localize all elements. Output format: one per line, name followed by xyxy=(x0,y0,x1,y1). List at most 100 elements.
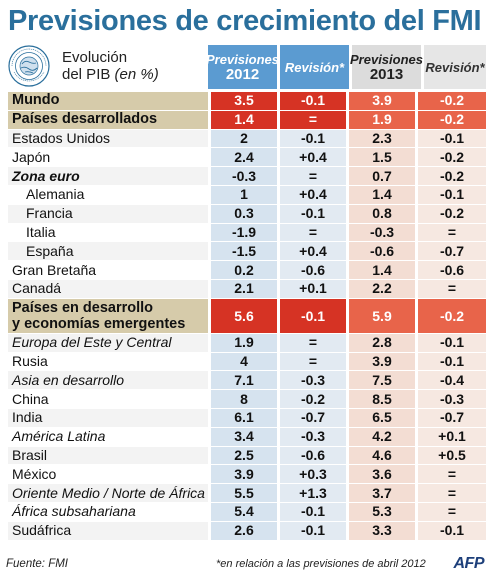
col-header-revision-2012: Revisión* xyxy=(280,45,349,89)
cell-revision-2012: -0.1 xyxy=(277,129,346,148)
cell-revision-2012: -0.3 xyxy=(277,427,346,446)
cell-revision-2013: -0.7 xyxy=(415,242,486,261)
table-row-sudafrica: Sudáfrica 2.6 -0.1 3.3 -0.1 xyxy=(8,521,486,540)
cell-revision-2013: = xyxy=(415,223,486,242)
row-label: Rusia xyxy=(12,352,48,369)
col-header-prev-2013-label: Previsiones xyxy=(350,52,423,67)
cell-prev-2012: 4 xyxy=(208,352,277,371)
cell-prev-2013: 3.9 xyxy=(346,92,415,110)
table-header: Evolución del PIB (en %) Previsiones 2012… xyxy=(4,43,486,89)
chart-subtitle: Evolución del PIB (en %) xyxy=(62,49,212,83)
cell-prev-2012: 5.5 xyxy=(208,484,277,502)
cell-prev-2012: 1.9 xyxy=(208,333,277,352)
row-label: Sudáfrica xyxy=(8,521,208,540)
table-row-africa-subsahariana: África subsahariana 5.4 -0.1 5.3 = xyxy=(8,502,486,521)
cell-revision-2013: -0.1 xyxy=(415,129,486,148)
forecast-table: Mundo 3.5 -0.1 3.9 -0.2 Países desarroll… xyxy=(8,91,486,541)
cell-prev-2013: 3.6 xyxy=(346,465,415,484)
row-label: España xyxy=(8,242,208,261)
cell-prev-2012: 5.4 xyxy=(208,502,277,521)
row-label: Estados Unidos xyxy=(8,129,208,148)
table-row-rusia: Rusia 4 = 3.9 -0.1 xyxy=(8,352,486,371)
cell-revision-2013: +0.5 xyxy=(415,446,486,465)
cell-revision-2013: -0.2 xyxy=(415,148,486,167)
table-row-espana: España -1.5 +0.4 -0.6 -0.7 xyxy=(8,242,486,261)
cell-prev-2012: 2.5 xyxy=(208,446,277,465)
cell-revision-2012: -0.1 xyxy=(277,92,346,110)
row-label: Países desarrollados xyxy=(8,110,208,129)
table-row-america-latina: América Latina 3.4 -0.3 4.2 +0.1 xyxy=(8,427,486,446)
cell-revision-2012: = xyxy=(277,167,346,185)
cell-prev-2012: 2.4 xyxy=(208,148,277,167)
cell-prev-2012: 3.9 xyxy=(208,465,277,484)
table-row-paises-en-desarrollo: Países en desarrollo y economías emergen… xyxy=(8,298,486,333)
cell-revision-2012: +0.4 xyxy=(277,185,346,204)
cell-revision-2013: -0.1 xyxy=(415,333,486,352)
cell-revision-2013: -0.6 xyxy=(415,261,486,279)
subtitle-line-2: del PIB xyxy=(62,66,111,83)
table-row-gran-bretana: Gran Bretaña 0.2 -0.6 1.4 -0.6 xyxy=(8,261,486,279)
col-header-revision-2012-label: Revisión* xyxy=(284,59,345,75)
row-label: China xyxy=(12,390,49,407)
cell-prev-2012: 2.6 xyxy=(208,521,277,540)
footer: Fuente: FMI *en relación a las prevision… xyxy=(6,555,486,576)
afp-logo: AFP xyxy=(454,555,485,573)
cell-revision-2013: -0.2 xyxy=(415,92,486,110)
row-label-line-2: y economías emergentes xyxy=(12,315,186,332)
cell-revision-2012: -0.1 xyxy=(277,298,346,333)
cell-revision-2013: -0.2 xyxy=(415,204,486,223)
col-header-prev-2013-year: 2013 xyxy=(369,66,404,83)
cell-prev-2012: 7.1 xyxy=(208,371,277,390)
row-label-line-1: Países en desarrollo xyxy=(12,299,154,316)
footnote: *en relación a las previsiones de abril … xyxy=(216,558,426,570)
cell-prev-2012: 1 xyxy=(208,185,277,204)
table-row-china: China 8 -0.2 8.5 -0.3 xyxy=(8,390,486,408)
row-label: Países en desarrollo y economías emergen… xyxy=(8,298,208,333)
cell-prev-2013: 4.2 xyxy=(346,427,415,446)
cell-prev-2013: -0.6 xyxy=(346,242,415,261)
subtitle-line-1: Evolución xyxy=(62,49,128,66)
row-label: México xyxy=(12,465,57,482)
table-row-francia: Francia 0.3 -0.1 0.8 -0.2 xyxy=(8,204,486,223)
col-header-prev-2013: Previsiones 2013 xyxy=(350,45,423,89)
table-row-europa-este: Europa del Este y Central 1.9 = 2.8 -0.1 xyxy=(8,333,486,352)
table-row-japon: Japón 2.4 +0.4 1.5 -0.2 xyxy=(8,148,486,167)
cell-prev-2012: 3.4 xyxy=(208,427,277,446)
cell-revision-2013: -0.1 xyxy=(415,185,486,204)
col-header-prev-2012: Previsiones 2012 xyxy=(206,45,279,89)
table-row-alemania: Alemania 1 +0.4 1.4 -0.1 xyxy=(8,185,486,204)
cell-revision-2013: = xyxy=(415,484,486,502)
cell-prev-2013: 5.3 xyxy=(346,502,415,521)
cell-revision-2012: -0.6 xyxy=(277,261,346,279)
table-row-canada: Canadá 2.1 +0.1 2.2 = xyxy=(8,279,486,298)
cell-revision-2013: -0.1 xyxy=(415,352,486,371)
cell-prev-2013: 2.2 xyxy=(346,279,415,298)
cell-prev-2012: -1.5 xyxy=(208,242,277,261)
cell-revision-2012: +0.4 xyxy=(277,242,346,261)
table-row-zona-euro: Zona euro -0.3 = 0.7 -0.2 xyxy=(8,167,486,185)
cell-revision-2013: -0.2 xyxy=(415,167,486,185)
cell-revision-2012: -0.3 xyxy=(277,371,346,390)
cell-revision-2013: -0.3 xyxy=(415,390,486,408)
col-header-revision-2013: Revisión* xyxy=(424,45,486,89)
subtitle-unit: (en %) xyxy=(114,66,159,83)
cell-prev-2013: 6.5 xyxy=(346,408,415,427)
row-label: Italia xyxy=(26,223,56,240)
cell-revision-2012: -0.7 xyxy=(277,408,346,427)
cell-prev-2012: 5.6 xyxy=(208,298,277,333)
cell-prev-2013: 0.8 xyxy=(346,204,415,223)
row-label: Asia en desarrollo xyxy=(8,371,208,390)
cell-prev-2012: -0.3 xyxy=(208,167,277,185)
cell-prev-2013: 0.7 xyxy=(346,167,415,185)
table-row-estados-unidos: Estados Unidos 2 -0.1 2.3 -0.1 xyxy=(8,129,486,148)
cell-prev-2012: 3.5 xyxy=(208,92,277,110)
cell-revision-2012: -0.1 xyxy=(277,204,346,223)
chart-title: Previsiones de crecimiento del FMI xyxy=(8,5,482,37)
cell-revision-2012: -0.6 xyxy=(277,446,346,465)
row-label: Japón xyxy=(12,148,51,165)
table-row-paises-desarrollados: Países desarrollados 1.4 = 1.9 -0.2 xyxy=(8,110,486,129)
cell-revision-2012: +0.1 xyxy=(277,279,346,298)
table-row-mundo: Mundo 3.5 -0.1 3.9 -0.2 xyxy=(8,92,486,110)
cell-revision-2012: -0.1 xyxy=(277,502,346,521)
col-header-prev-2012-year: 2012 xyxy=(225,66,260,83)
